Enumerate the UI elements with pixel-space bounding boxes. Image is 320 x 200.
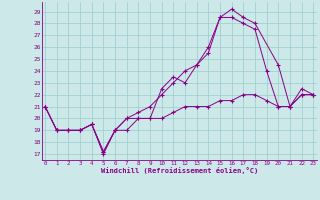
X-axis label: Windchill (Refroidissement éolien,°C): Windchill (Refroidissement éolien,°C) — [100, 167, 258, 174]
